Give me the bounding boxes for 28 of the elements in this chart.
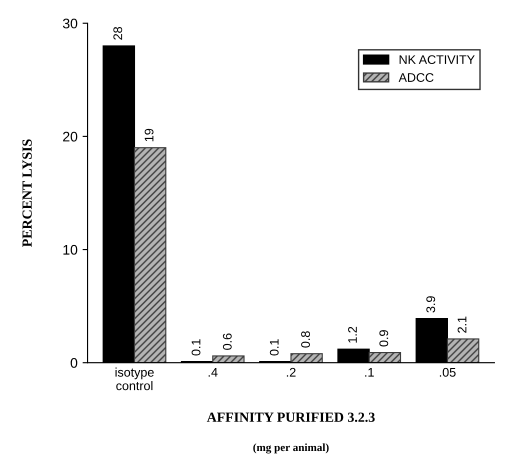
y-tick-label: 0 — [70, 358, 78, 368]
y-tick-label: 20 — [63, 132, 78, 142]
x-tick-label: .4 — [208, 368, 218, 377]
legend-label: NK ACTIVITY — [400, 55, 475, 64]
bar — [368, 352, 402, 363]
x-tick-label: .05 — [440, 368, 456, 377]
x-axis-title: AFFINITY PURIFIED 3.2.3 — [206, 412, 375, 422]
data-label: 0.8 — [301, 331, 310, 348]
data-label: 0.1 — [270, 339, 279, 356]
data-label: 3.9 — [426, 296, 436, 313]
data-label: 19 — [144, 128, 154, 142]
x-tick-label: .2 — [286, 368, 296, 377]
text: (mg per animal) — [253, 443, 329, 454]
data-label: 2.1 — [458, 316, 466, 333]
y-tick-label: 30 — [62, 18, 78, 28]
data-label: 1.2 — [348, 326, 357, 343]
data-label: 0.1 — [192, 339, 200, 356]
data-label: 0.9 — [379, 330, 388, 346]
data-label: 0.6 — [222, 334, 232, 350]
data-label: 28 — [113, 26, 122, 40]
y-axis-title: PERCENT LYSIS — [22, 139, 32, 247]
bar — [134, 147, 166, 363]
x-tick-label: .1 — [365, 368, 374, 377]
y-tick-label: 10 — [63, 244, 78, 255]
bar — [290, 353, 323, 363]
bar — [446, 338, 480, 363]
x-tick-label: isotype control — [116, 368, 154, 390]
legend-label: ADCC — [398, 73, 434, 82]
